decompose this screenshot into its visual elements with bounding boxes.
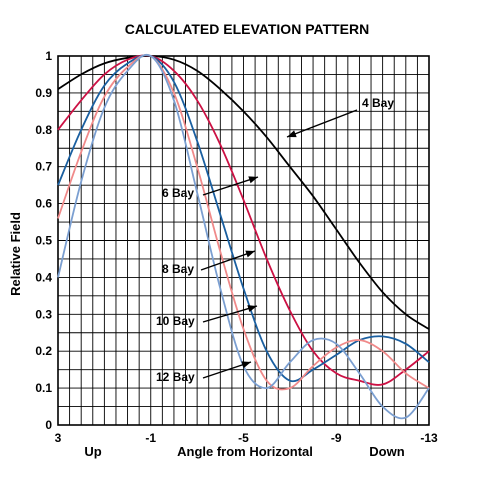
y-tick-label: 0.6 [35, 197, 52, 211]
annotation-arrow-line-6-bay [202, 176, 259, 196]
annotation-label-10-bay: 10 Bay [156, 314, 195, 328]
y-tick-label: 1 [45, 49, 52, 63]
annotation-arrowhead-12-bay [241, 361, 251, 369]
chart-title: CALCULATED ELEVATION PATTERN [125, 21, 369, 37]
series-line-10-bay [57, 54, 430, 391]
annotation-arrowhead-8-bay [245, 250, 255, 258]
annotation-arrowhead-4-bay [287, 130, 297, 138]
x-tick-label: -9 [331, 431, 342, 445]
y-tick-label: 0.3 [35, 307, 52, 321]
x-tick-label: -5 [238, 431, 249, 445]
x-axis-label: Angle from Horizontal [177, 444, 313, 459]
y-tick-label: 0.8 [35, 123, 52, 137]
y-tick-label: 0 [45, 418, 52, 432]
x-direction-up-label: Up [84, 444, 101, 459]
y-tick-label: 0.7 [35, 160, 52, 174]
x-direction-down-label: Down [369, 444, 404, 459]
annotation-arrow-line-8-bay [200, 250, 256, 271]
x-tick-label: -13 [420, 431, 438, 445]
x-tick-label: -1 [145, 431, 156, 445]
y-tick-label: 0.5 [35, 234, 52, 248]
annotation-arrow-line-10-bay [202, 305, 258, 323]
series-line-12-bay [57, 53, 430, 420]
annotation-label-4-bay: 4 Bay [362, 96, 394, 110]
series-lines [57, 53, 430, 420]
annotation-label-8-bay: 8 Bay [162, 262, 194, 276]
grid [57, 55, 430, 426]
tick-labels: 0 0.1 0.2 0.3 0.4 0.5 0.6 0.7 0.8 0.9 1 3 -1 -5 -9 -13 [35, 49, 438, 445]
annotation-arrow-line-4-bay [286, 109, 358, 138]
y-tick-label: 0.1 [35, 381, 52, 395]
annotation-label-12-bay: 12 Bay [156, 370, 195, 384]
x-tick-label: 3 [55, 431, 62, 445]
annotation-arrowhead-10-bay [247, 305, 257, 313]
series-line-8-bay [57, 54, 430, 383]
y-axis-label: Relative Field [8, 212, 23, 296]
annotation-label-6-bay: 6 Bay [162, 186, 194, 200]
y-tick-label: 0.4 [35, 270, 52, 284]
annotation-arrowhead-6-bay [248, 176, 258, 184]
series-annotations: 4 Bay 6 Bay 8 Bay 10 Bay 12 Bay [156, 96, 394, 384]
series-line-4-bay [57, 55, 430, 330]
y-tick-label: 0.9 [35, 86, 52, 100]
y-tick-label: 0.2 [35, 344, 52, 358]
plot-frame [57, 55, 430, 426]
